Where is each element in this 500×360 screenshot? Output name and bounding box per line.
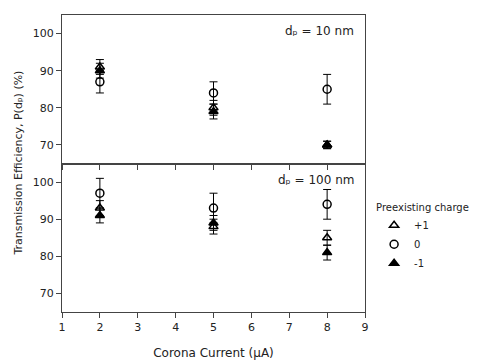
svg-text:7: 7 [286,321,293,334]
svg-text:Corona Current (μA): Corona Current (μA) [153,346,274,360]
svg-text:dₚ = 100 nm: dₚ = 100 nm [278,173,354,187]
svg-text:3: 3 [134,321,141,334]
svg-text:Preexisting charge: Preexisting charge [376,202,469,213]
svg-text:90: 90 [40,213,54,226]
svg-text:-1: -1 [414,258,424,269]
svg-text:0: 0 [414,239,420,250]
svg-text:dₚ = 10 nm: dₚ = 10 nm [285,24,354,38]
svg-text:90: 90 [40,65,54,78]
svg-text:1: 1 [59,321,66,334]
svg-text:5: 5 [210,321,217,334]
svg-text:70: 70 [40,139,54,152]
svg-text:Transmission Efficiency, P(dₚ): Transmission Efficiency, P(dₚ) (%) [12,71,25,256]
svg-text:6: 6 [248,321,255,334]
svg-text:4: 4 [172,321,179,334]
svg-text:+1: +1 [414,220,429,231]
svg-text:80: 80 [40,250,54,263]
svg-text:9: 9 [362,321,369,334]
svg-text:80: 80 [40,102,54,115]
svg-text:8: 8 [324,321,331,334]
svg-text:100: 100 [33,176,54,189]
svg-text:70: 70 [40,287,54,300]
svg-text:2: 2 [96,321,103,334]
svg-text:100: 100 [33,27,54,40]
